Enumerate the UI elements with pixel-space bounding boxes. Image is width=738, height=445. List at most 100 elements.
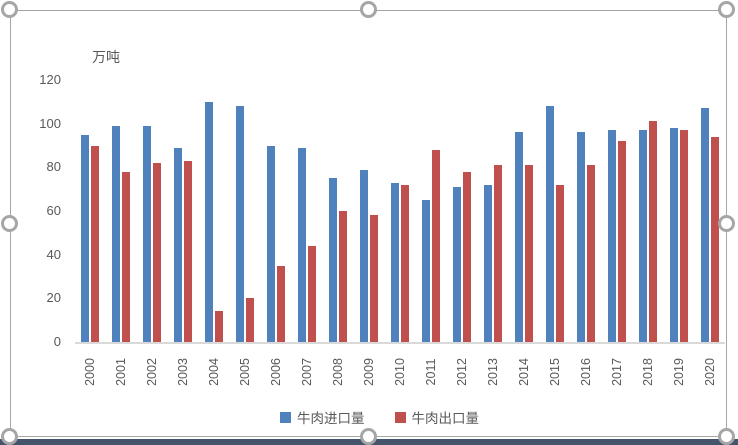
selection-handle-bottom-center[interactable] <box>360 428 377 445</box>
x-tick-label: 2020 <box>702 358 717 386</box>
x-tick-cell: 2012 <box>446 348 477 396</box>
x-tick-cell: 2004 <box>199 348 230 396</box>
bar-牛肉进口量-2011[interactable] <box>421 200 430 342</box>
x-tick-label: 2018 <box>640 358 655 386</box>
x-tick-cell: 2020 <box>694 348 725 396</box>
bar-group-2008 <box>323 80 354 342</box>
x-tick-cell: 2017 <box>601 348 632 396</box>
selection-handle-bottom-left[interactable] <box>1 428 18 445</box>
bar-牛肉出口量-2012[interactable] <box>462 171 471 342</box>
bar-牛肉出口量-2009[interactable] <box>370 215 379 342</box>
y-tick-label: 80 <box>46 159 61 175</box>
x-tick-cell: 2007 <box>292 348 323 396</box>
bar-group-2019 <box>663 80 694 342</box>
bar-group-2009 <box>354 80 385 342</box>
x-tick-cell: 2002 <box>137 348 168 396</box>
selection-handle-top-left[interactable] <box>1 1 18 18</box>
selection-handle-bottom-right[interactable] <box>718 428 735 445</box>
bar-group-2007 <box>292 80 323 342</box>
bar-牛肉出口量-2002[interactable] <box>153 162 162 342</box>
bar-牛肉进口量-2016[interactable] <box>576 132 585 342</box>
bar-group-2018 <box>632 80 663 342</box>
bar-牛肉进口量-2001[interactable] <box>112 125 121 342</box>
legend: 牛肉进口量 牛肉出口量 <box>21 407 738 427</box>
y-axis: 0 20 40 60 80 100 120 <box>15 72 61 349</box>
bar-牛肉进口量-2004[interactable] <box>205 101 214 342</box>
x-tick-label: 2015 <box>547 358 562 386</box>
x-tick-label: 2000 <box>83 358 98 386</box>
bar-group-2002 <box>137 80 168 342</box>
bar-牛肉出口量-2019[interactable] <box>679 130 688 342</box>
x-tick-cell: 2019 <box>663 348 694 396</box>
bar-牛肉进口量-2012[interactable] <box>452 186 461 342</box>
bar-牛肉出口量-2007[interactable] <box>308 245 317 342</box>
x-tick-cell: 2013 <box>477 348 508 396</box>
x-tick-cell: 2001 <box>106 348 137 396</box>
bar-group-2013 <box>477 80 508 342</box>
bar-牛肉出口量-2005[interactable] <box>246 298 255 342</box>
bar-牛肉出口量-2000[interactable] <box>91 145 100 342</box>
bar-牛肉出口量-2003[interactable] <box>184 160 193 342</box>
bar-牛肉出口量-2018[interactable] <box>648 121 657 342</box>
legend-item-牛肉出口量[interactable]: 牛肉出口量 <box>394 407 480 427</box>
bar-牛肉进口量-2006[interactable] <box>267 145 276 342</box>
bar-group-2001 <box>106 80 137 342</box>
x-axis: 2000 2001 2002 2003 2004 2005 2006 2007 2008 2009… <box>75 348 725 396</box>
plot-area <box>75 80 725 344</box>
bar-group-2014 <box>508 80 539 342</box>
bar-牛肉进口量-2019[interactable] <box>669 128 678 342</box>
chart-object[interactable]: 万吨 0 20 40 60 80 100 120 2000 2001 2002 2003 2004 2… <box>10 10 727 437</box>
bar-牛肉出口量-2008[interactable] <box>339 211 348 342</box>
bar-牛肉进口量-2010[interactable] <box>391 182 399 342</box>
bar-group-2011 <box>415 80 446 342</box>
x-tick-label: 2008 <box>331 358 346 386</box>
bar-group-2000 <box>75 80 106 342</box>
bar-牛肉进口量-2003[interactable] <box>174 147 183 342</box>
bar-牛肉出口量-2011[interactable] <box>431 149 440 342</box>
bar-牛肉出口量-2010[interactable] <box>401 184 409 342</box>
bar-牛肉进口量-2014[interactable] <box>514 132 523 342</box>
bar-牛肉进口量-2002[interactable] <box>143 125 152 342</box>
x-tick-cell: 2009 <box>354 348 385 396</box>
bar-牛肉进口量-2020[interactable] <box>700 108 709 342</box>
y-tick-label: 20 <box>46 290 61 306</box>
x-tick-cell: 2000 <box>75 348 106 396</box>
bar-牛肉出口量-2014[interactable] <box>524 165 533 342</box>
x-tick-cell: 2003 <box>168 348 199 396</box>
y-tick-label: 60 <box>46 203 61 218</box>
x-tick-label: 2006 <box>269 358 284 386</box>
x-tick-label: 2005 <box>238 358 253 386</box>
selection-handle-middle-left[interactable] <box>1 215 18 232</box>
bar-group-2012 <box>446 80 477 342</box>
bar-牛肉进口量-2018[interactable] <box>638 130 647 342</box>
legend-label: 牛肉出口量 <box>411 411 480 426</box>
bar-牛肉进口量-2008[interactable] <box>329 178 338 342</box>
bar-group-2004 <box>199 80 230 342</box>
bar-牛肉出口量-2016[interactable] <box>586 165 595 342</box>
bar-牛肉出口量-2015[interactable] <box>555 184 564 342</box>
selection-handle-top-center[interactable] <box>360 1 377 18</box>
bar-牛肉出口量-2017[interactable] <box>617 141 626 342</box>
bar-牛肉进口量-2005[interactable] <box>236 106 245 342</box>
x-tick-label: 2019 <box>671 358 686 386</box>
x-tick-label: 2010 <box>393 358 407 386</box>
bar-牛肉进口量-2009[interactable] <box>360 169 369 342</box>
y-tick-label: 100 <box>39 115 61 131</box>
bar-牛肉进口量-2013[interactable] <box>483 184 492 342</box>
bar-牛肉进口量-2000[interactable] <box>81 134 90 342</box>
bar-牛肉出口量-2006[interactable] <box>277 265 286 342</box>
selection-handle-middle-right[interactable] <box>718 215 735 232</box>
x-tick-cell: 2015 <box>539 348 570 396</box>
bar-牛肉出口量-2004[interactable] <box>215 311 224 342</box>
bar-牛肉进口量-2015[interactable] <box>545 106 554 342</box>
legend-item-牛肉进口量[interactable]: 牛肉进口量 <box>280 407 365 427</box>
bar-牛肉出口量-2020[interactable] <box>710 136 719 342</box>
x-tick-label: 2004 <box>207 358 222 386</box>
x-tick-label: 2002 <box>145 358 160 386</box>
bar-牛肉进口量-2007[interactable] <box>298 147 307 342</box>
bar-牛肉进口量-2017[interactable] <box>607 130 616 342</box>
selection-handle-top-right[interactable] <box>718 1 735 18</box>
bar-牛肉出口量-2013[interactable] <box>493 165 502 342</box>
bar-牛肉出口量-2001[interactable] <box>122 171 131 342</box>
